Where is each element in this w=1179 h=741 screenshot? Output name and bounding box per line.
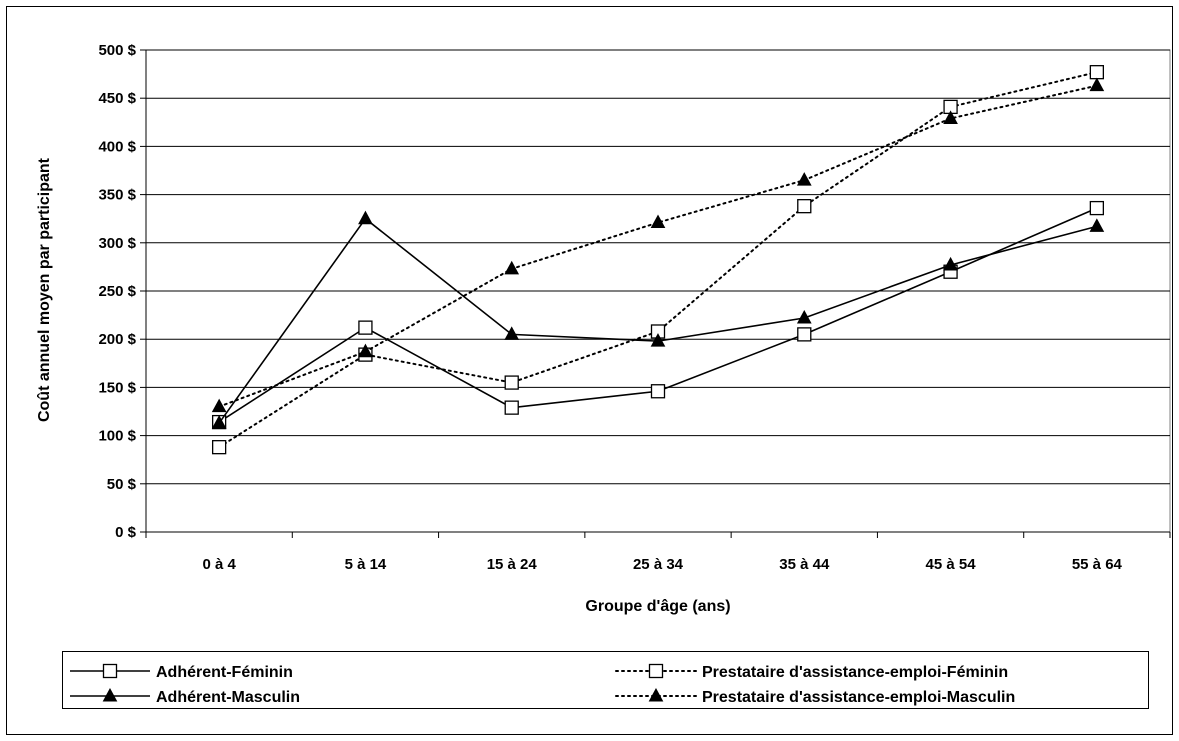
y-tick-label: 50 $ <box>107 476 137 493</box>
data-point <box>358 320 373 335</box>
data-point <box>358 343 373 358</box>
y-tick-label: 0 $ <box>115 524 137 541</box>
data-point <box>358 210 373 225</box>
data-point <box>504 326 520 340</box>
tick-labels: 0 $ 50 $ 100 $ 150 $ 200 $ 250 $ 300 $ 350 $ 400… <box>98 42 1122 573</box>
legend-marker <box>648 663 664 679</box>
data-point <box>504 260 520 275</box>
data-point <box>504 375 519 390</box>
legend-label: Prestataire d'assistance-emploi-Féminin <box>702 664 1008 681</box>
legend-label: Prestataire d'assistance-emploi-Masculin <box>702 689 1015 706</box>
data-point <box>211 440 227 455</box>
legend-marker <box>102 663 118 679</box>
data-point <box>211 398 227 413</box>
legend: Adhérent-Féminin Prestataire d'assistance… <box>70 663 1015 706</box>
legend-marker <box>102 687 118 702</box>
data-point <box>1089 65 1105 80</box>
data-point <box>797 327 812 342</box>
x-tick-label: 45 à 54 <box>926 556 977 573</box>
y-tick-label: 100 $ <box>98 428 136 445</box>
gridlines <box>146 49 1170 485</box>
y-tick-label: 400 $ <box>98 138 136 155</box>
x-tick-label: 15 à 24 <box>487 556 538 573</box>
y-tick-label: 300 $ <box>98 235 136 252</box>
data-point <box>943 110 958 124</box>
legend-label: Adhérent-Féminin <box>156 664 293 681</box>
y-tick-label: 250 $ <box>98 283 136 300</box>
y-tick-label: 450 $ <box>98 90 136 107</box>
y-tick-label: 500 $ <box>98 42 136 59</box>
axes <box>140 49 1171 538</box>
chart-frame <box>6 6 1173 735</box>
series-group <box>211 65 1105 455</box>
data-point <box>796 172 812 186</box>
series-4 <box>211 77 1105 413</box>
y-tick-label: 350 $ <box>98 187 136 204</box>
data-point <box>1089 218 1105 232</box>
data-point <box>796 309 812 324</box>
x-axis-title: Groupe d'âge (ans) <box>585 598 730 615</box>
data-point <box>650 214 666 229</box>
x-tick-label: 0 à 4 <box>202 556 236 573</box>
legend-item: Adhérent-Féminin <box>70 663 293 681</box>
data-point <box>1089 200 1105 216</box>
y-axis-title: Coût annuel moyen par participant <box>36 157 53 422</box>
data-point <box>797 199 812 214</box>
data-point <box>650 333 666 347</box>
x-tick-label: 5 à 14 <box>345 556 387 573</box>
legend-box <box>62 651 1149 709</box>
x-tick-label: 35 à 44 <box>779 556 830 573</box>
data-point <box>650 384 666 399</box>
data-point <box>1089 77 1105 92</box>
legend-item: Prestataire d'assistance-emploi-Féminin <box>615 663 1008 681</box>
legend-item: Adhérent-Masculin <box>70 687 300 706</box>
x-tick-label: 55 à 64 <box>1072 556 1123 573</box>
legend-item: Prestataire d'assistance-emploi-Masculin <box>615 687 1015 706</box>
series-3 <box>211 210 1105 429</box>
data-point <box>211 415 227 429</box>
legend-marker <box>648 687 664 702</box>
data-point <box>504 400 519 415</box>
y-tick-label: 150 $ <box>98 379 136 396</box>
legend-label: Adhérent-Masculin <box>156 689 300 706</box>
y-tick-label: 200 $ <box>98 331 136 348</box>
data-point <box>943 256 958 271</box>
x-tick-label: 25 à 34 <box>633 556 684 573</box>
